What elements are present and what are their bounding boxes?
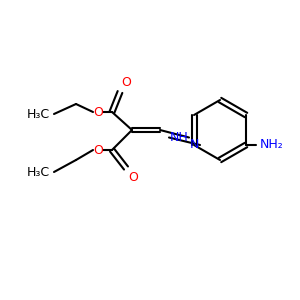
Text: H₃C: H₃C [27, 107, 50, 121]
Text: N: N [189, 139, 199, 152]
Text: NH₂: NH₂ [260, 139, 284, 152]
Text: O: O [121, 76, 131, 89]
Text: O: O [128, 171, 138, 184]
Text: H₃C: H₃C [27, 166, 50, 178]
Text: O: O [93, 106, 103, 118]
Text: O: O [93, 143, 103, 157]
Text: NH: NH [169, 131, 188, 144]
